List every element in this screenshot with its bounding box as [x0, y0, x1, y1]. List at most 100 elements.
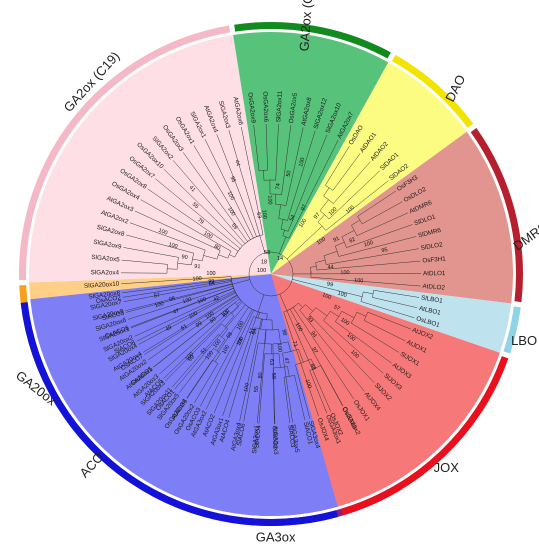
- branch: [179, 354, 209, 393]
- branch: [216, 134, 235, 179]
- bootstrap-value: 100: [202, 231, 213, 241]
- branch: [186, 358, 215, 399]
- bootstrap-value: 100: [354, 278, 364, 285]
- tree-branches: [121, 124, 422, 424]
- branch: [186, 364, 210, 399]
- branch: [208, 359, 213, 366]
- branch: [147, 188, 181, 212]
- leaf-label: OsGA2ox9: [246, 92, 257, 124]
- bootstrap-value: 100: [316, 236, 327, 246]
- branch: [341, 347, 375, 383]
- bootstrap-value: 98: [169, 296, 176, 303]
- bootstrap-value: 89: [187, 354, 196, 363]
- branch: [235, 311, 259, 379]
- branch: [250, 342, 259, 383]
- branch: [192, 258, 203, 262]
- branch: [295, 364, 298, 373]
- branch: [278, 236, 287, 254]
- branch: [142, 327, 185, 353]
- branch: [294, 127, 304, 167]
- branch: [261, 353, 265, 392]
- bootstrap-value: 64: [208, 281, 215, 288]
- bootstrap-value: 100: [154, 301, 164, 309]
- branch: [180, 296, 239, 338]
- branch: [226, 316, 254, 384]
- sector-dmr6: [271, 131, 513, 304]
- branch: [170, 255, 179, 258]
- branch: [283, 311, 307, 379]
- branch: [367, 201, 403, 222]
- root-bootstrap: 100: [257, 268, 266, 274]
- sector-ga2ox-c20: [233, 31, 389, 274]
- branch: [310, 276, 373, 283]
- branch: [130, 309, 176, 328]
- bootstrap-value: 80: [258, 372, 265, 379]
- bootstrap-value: 63: [268, 359, 274, 365]
- branch: [278, 329, 281, 344]
- bootstrap-value: 97: [310, 346, 318, 354]
- bootstrap-value: 71: [291, 340, 299, 348]
- bootstrap-value: 90: [181, 254, 188, 261]
- bootstrap-value: 100: [182, 297, 193, 305]
- bootstrap-value: 100: [197, 297, 208, 306]
- branch: [216, 339, 226, 352]
- leaf-label: SlGA3ox1: [251, 425, 261, 454]
- branch: [241, 126, 250, 167]
- sector-lbo: [271, 274, 512, 353]
- branch: [167, 268, 178, 270]
- branch: [130, 310, 176, 329]
- branch: [292, 307, 332, 366]
- ring-ga2ox-c20: [234, 22, 391, 59]
- branch: [353, 346, 384, 374]
- branch: [242, 327, 256, 372]
- branch: [246, 318, 262, 390]
- branch: [380, 317, 411, 330]
- branch: [248, 166, 264, 235]
- bootstrap-value: 82: [348, 237, 356, 245]
- branch: [228, 129, 239, 161]
- branch: [228, 371, 243, 419]
- branch: [158, 285, 233, 310]
- branch: [231, 306, 239, 314]
- branch: [298, 302, 303, 308]
- branch: [341, 230, 355, 238]
- branch: [285, 166, 295, 206]
- branch: [332, 185, 337, 191]
- bootstrap-value: 50: [209, 316, 218, 325]
- bootstrap-value: 93: [306, 315, 315, 324]
- branch: [193, 323, 223, 353]
- branch: [298, 349, 304, 363]
- branch: [365, 343, 392, 364]
- branch: [297, 388, 306, 421]
- branch: [166, 292, 236, 330]
- branch: [367, 311, 381, 318]
- bootstrap-value: 100: [243, 382, 251, 392]
- bootstrap-value: 51: [200, 347, 209, 356]
- branch: [310, 266, 317, 268]
- bootstrap-value: 100: [220, 308, 231, 319]
- root-bootstrap: 58: [264, 250, 270, 256]
- bootstrap-value: 100: [339, 317, 350, 327]
- branch: [222, 378, 236, 417]
- branch: [377, 236, 417, 247]
- bootstrap-value: 100: [276, 343, 283, 353]
- branch: [226, 309, 254, 367]
- branch: [388, 260, 421, 265]
- branch: [287, 366, 290, 377]
- branch: [126, 234, 158, 244]
- branch: [266, 313, 268, 320]
- branch: [287, 390, 293, 423]
- branch: [164, 283, 233, 302]
- branch: [363, 320, 370, 324]
- branch: [356, 232, 365, 236]
- branch: [279, 294, 288, 311]
- branch: [161, 276, 232, 282]
- branch: [330, 311, 339, 317]
- branch: [368, 303, 415, 319]
- branch: [338, 161, 371, 198]
- leaf-label: AtLBO1: [418, 305, 442, 317]
- branch: [260, 319, 263, 330]
- leaf-label: SlACO3: [286, 424, 296, 448]
- branch: [320, 139, 339, 176]
- branch: [328, 192, 357, 220]
